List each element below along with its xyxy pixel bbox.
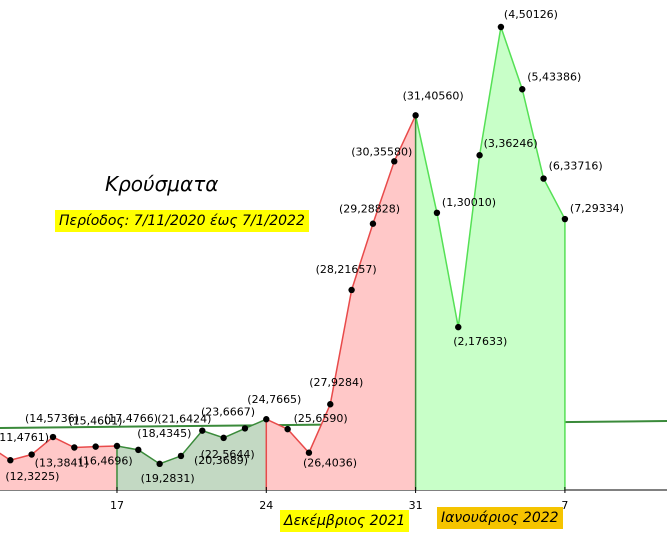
data-point [71,444,78,451]
data-point [241,425,249,432]
point-label: (19,2831) [141,472,195,485]
point-label: (14,5736) [25,412,79,425]
point-label: (26,4036) [303,457,357,470]
point-label: (7,29334) [570,202,624,215]
month-label: Δεκέμβριος 2021 [280,510,410,532]
point-label: (1,30010) [442,196,496,209]
data-point [199,427,206,434]
data-point [135,446,142,454]
point-label: (27,9284) [309,376,363,389]
data-point [369,220,377,227]
data-point [540,175,547,182]
data-point [156,460,163,468]
data-point [348,286,355,294]
point-label: (15,4601) [68,415,122,428]
data-point [49,433,57,441]
point-label: (6,33716) [549,160,603,173]
point-label: (18,4345) [137,427,191,440]
point-label: (3,36246) [484,137,538,150]
x-tick-label: 17 [110,499,124,512]
point-label: (2,17633) [453,335,507,348]
highlight-area [116,419,267,490]
data-point [28,451,35,458]
point-label: (11,4761) [0,431,49,444]
subtitle: Περίοδος: 7/11/2020 έως 7/1/2022 [55,210,309,232]
point-label: (17,4766) [104,412,158,425]
data-point [327,401,334,408]
data-point [476,152,483,159]
january-area [415,27,565,490]
x-tick-label: 24 [259,499,273,512]
data-point [433,209,441,217]
data-point [7,457,14,464]
data-point [412,112,419,119]
data-point [561,215,569,223]
data-line [116,418,267,465]
data-line [265,115,417,455]
data-point [92,443,99,450]
data-point [113,442,121,450]
data-point [220,434,227,442]
x-tick-label: 31 [409,499,423,512]
x-tick-label: 7 [561,499,568,512]
month-label: Ιανουάριος 2022 [437,507,563,529]
data-point [519,86,526,93]
data-point [263,416,270,423]
point-label: (29,28828) [339,203,400,216]
point-label: (12,3225) [5,470,59,483]
data-point [177,452,185,460]
data-point [284,425,291,433]
point-label: (23,6667) [201,405,255,418]
data-point [455,323,462,331]
point-label: (30,35580) [351,145,412,158]
december-area [0,115,416,490]
point-label: (5,43386) [527,70,581,83]
point-label: (31,40560) [403,89,464,102]
point-label: (4,50126) [504,8,558,21]
point-label: (24,7665) [247,393,301,406]
data-point [391,158,398,165]
point-label: (13,3841) [35,457,89,470]
data-point [497,23,505,31]
data-point [305,449,313,456]
chart-title: Κρούσματα [105,172,219,196]
data-line [414,26,566,328]
point-label: (25,6590) [294,412,348,425]
point-label: (22,5644) [201,448,255,461]
point-label: (28,21657) [316,263,377,276]
point-label: (21,6424) [157,413,211,426]
point-label: (20,3689) [194,454,248,467]
point-label: (16,4696) [79,455,133,468]
